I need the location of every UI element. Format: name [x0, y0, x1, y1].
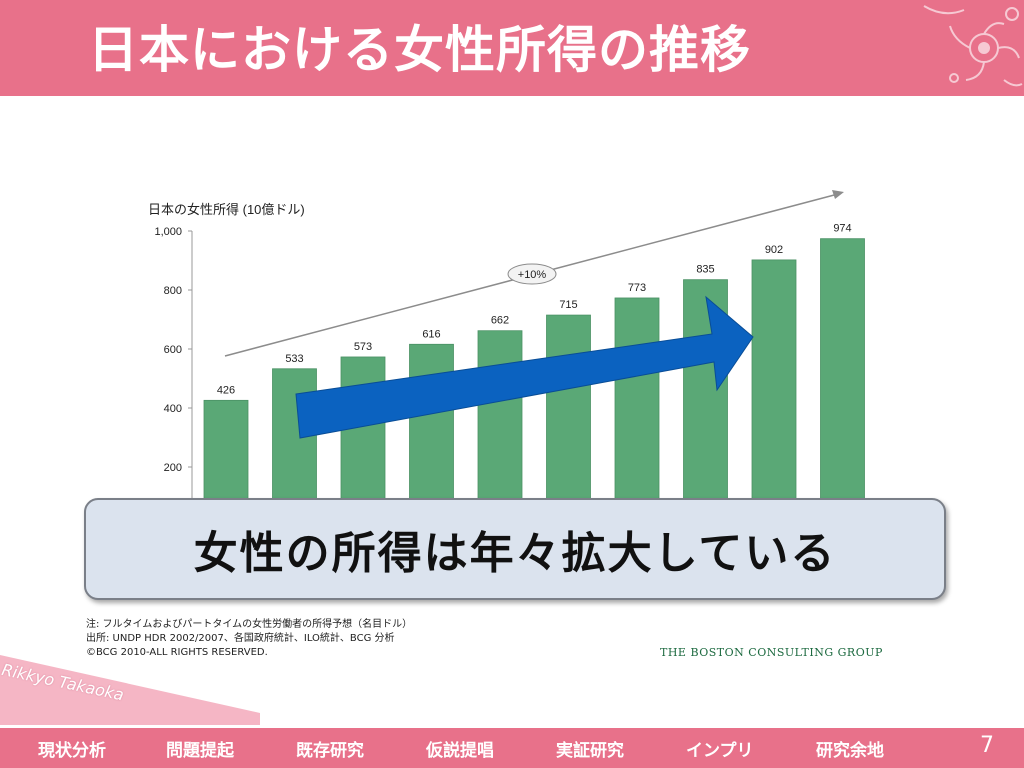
nav-item-empirical[interactable]: 実証研究	[556, 741, 624, 761]
y-tick-label: 1,000	[154, 226, 182, 238]
nav-item-problem[interactable]: 問題提起	[166, 741, 234, 761]
floral-decoration-icon	[923, 5, 1023, 87]
y-tick-label: 400	[164, 403, 182, 415]
bar-value-label: 533	[285, 353, 303, 365]
chart-title: 日本の女性所得 (10億ドル)	[148, 202, 305, 217]
watermark-band	[0, 655, 260, 725]
growth-arrow-icon	[295, 295, 754, 439]
data-labels: 426 533 573 616 662 715 773 835 902 974	[217, 223, 852, 397]
bar-value-label: 835	[696, 264, 714, 276]
bar-value-label: 715	[559, 299, 577, 311]
callout-box: 女性の所得は年々拡大している	[84, 498, 946, 600]
page-number: 7	[980, 733, 994, 758]
note-line: 注: フルタイムおよびパートタイムの女性労働者の所得予想（名目ドル）	[86, 619, 413, 630]
nav-item-future-research[interactable]: 研究余地	[816, 741, 884, 761]
title-bar: 日本における女性所得の推移	[0, 0, 1024, 96]
trend-badge	[507, 263, 557, 285]
bar-value-label: 662	[491, 315, 509, 327]
callout-text: 女性の所得は年々拡大している	[193, 528, 837, 579]
nav-item-implications[interactable]: インプリ	[686, 741, 754, 761]
y-tick-label: 800	[164, 285, 182, 297]
y-axis: 200 400 600 800 1,000	[154, 226, 192, 474]
nav-item-prior-research[interactable]: 既存研究	[296, 741, 364, 761]
bar-value-label: 426	[217, 384, 235, 396]
nav-item-current-analysis[interactable]: 現状分析	[38, 741, 106, 761]
y-tick-label: 200	[164, 462, 182, 474]
bar	[477, 330, 523, 527]
copyright-line: ©BCG 2010-ALL RIGHTS RESERVED.	[86, 647, 268, 658]
bcg-logo: THE BOSTON CONSULTING GROUP	[660, 646, 883, 659]
nav-item-hypothesis[interactable]: 仮説提唱	[426, 741, 494, 761]
bar-value-label: 773	[628, 282, 646, 294]
bar	[546, 314, 591, 527]
bar	[751, 259, 797, 527]
trend-label: +10%	[518, 269, 547, 281]
bar-value-label: 573	[354, 341, 372, 353]
source-notes: 注: フルタイムおよびパートタイムの女性労働者の所得予想（名目ドル） 出所: U…	[86, 618, 412, 660]
trend-arrow-head	[832, 190, 844, 199]
y-tick-label: 600	[164, 344, 182, 356]
slide-title: 日本における女性所得の推移	[88, 21, 751, 79]
bar	[614, 297, 660, 527]
source-line: 出所: UNDP HDR 2002/2007、各国政府統計、ILO統計、BCG …	[86, 633, 395, 644]
bar-value-label: 902	[765, 244, 783, 256]
bottom-nav: 現状分析 問題提起 既存研究 仮説提唱 実証研究 インプリ 研究余地 7	[0, 728, 1024, 768]
bar	[820, 238, 865, 527]
bar-value-label: 974	[833, 223, 851, 235]
bar-value-label: 616	[422, 328, 440, 340]
